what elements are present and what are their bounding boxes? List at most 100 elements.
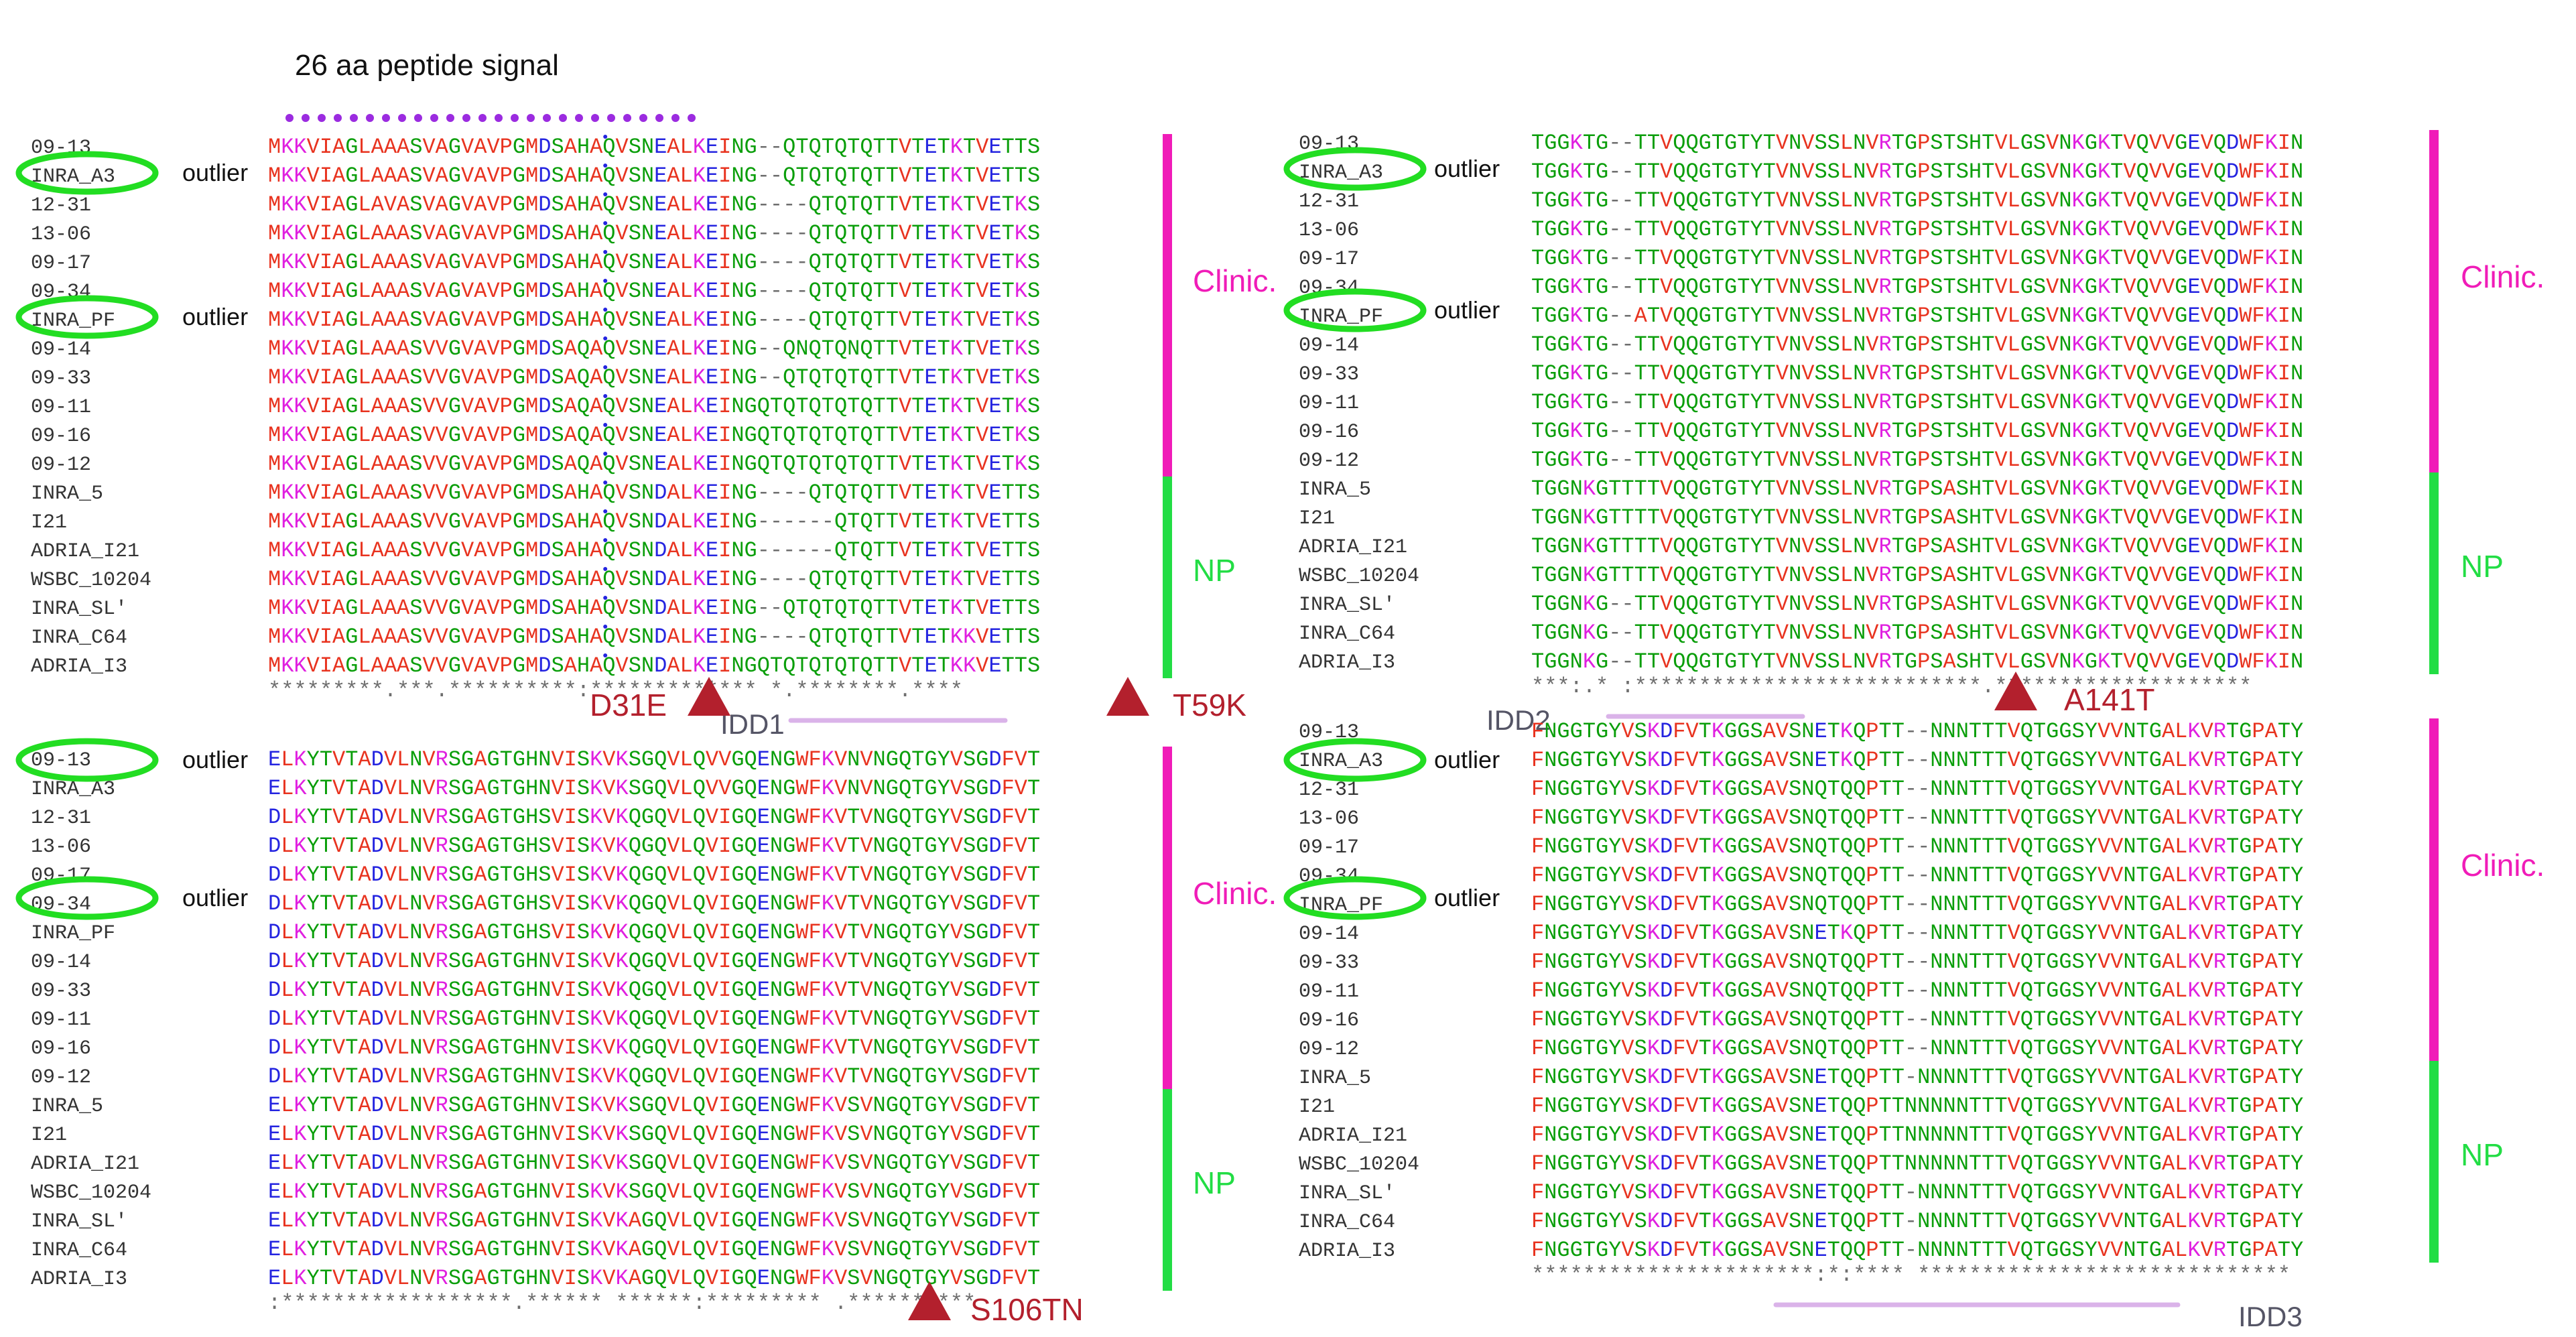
alignment-block-2: 09-13 TGGKTG--TTVQQGTGTYTVNVSSLNVRTGPSTSH… <box>1283 130 2545 736</box>
strain-label: 09-33 <box>31 367 91 390</box>
sequence-row: ELKYTVTADVLNVRSGAGTGHNVISKVKSGQVLQVVGQEN… <box>268 776 1040 801</box>
signal-dot <box>527 114 535 122</box>
mutation-label: S106TN <box>970 1292 1084 1327</box>
idd-label: IDD1 <box>720 708 785 740</box>
sequence-row: TGGNKG--TTVQQGTGTYTVNVSSLNVRTGPSASHTVLGS… <box>1531 592 2303 617</box>
sequence-row: TGGNKG--TTVQQGTGTYTVNVSSLNVRTGPSASHTVLGS… <box>1531 621 2303 645</box>
sequence-row: FNGGTGYVSKDFVTKGGSAVSNETQQPTT-NNNNTTTVQT… <box>1531 1209 2303 1234</box>
strain-label: 09-13 <box>31 749 91 772</box>
sequence-row: TGGKTG--TTVQQGTGTYTVNVSSLNVRTGPSTSHTVLGS… <box>1531 448 2303 472</box>
signal-dot <box>318 114 326 122</box>
strain-label: 09-16 <box>1299 1009 1359 1032</box>
sequence-row: TGGKTG--TTVQQGTGTYTVNVSSLNVRTGPSTSHTVLGS… <box>1531 419 2303 444</box>
signal-boundary-dot <box>603 452 608 456</box>
signal-dot <box>688 114 696 122</box>
signal-boundary-dot <box>603 423 608 427</box>
sequence-row: FNGGTGYVSKDFVTKGGSAVSNQTQQPTT--NNNTTTVQT… <box>1531 777 2303 802</box>
strain-label: 09-14 <box>31 338 91 361</box>
signal-boundary-dot <box>603 625 608 629</box>
outlier-ring <box>15 738 159 782</box>
sequence-row: TGGNKGTTTTVQQGTGTYTVNVSSLNVRTGPSASHTVLGS… <box>1531 476 2303 501</box>
signal-boundary-dot <box>603 567 608 571</box>
strain-label: I21 <box>31 1124 67 1147</box>
sequence-row: MKKVIAGLAAASVVGVAVPGMDSAHAQVSNDALKEING--… <box>268 509 1040 534</box>
sequence-row: DLKYTVTADVLNVRSGAGTGHSVISKVKQGQVLQVIGQEN… <box>268 891 1040 916</box>
strain-label: 09-16 <box>1299 421 1359 444</box>
signal-dot <box>350 114 358 122</box>
sequence-row: MKKVIAGLAAASVVGVAVPGMDSAHAQVSNDALKEING--… <box>268 538 1040 563</box>
sequence-row: FNGGTGYVSKDFVTKGGSAVSNETQQPTTNNNNNTTTVQT… <box>1531 1151 2303 1176</box>
sequence-row: ELKYTVTADVLNVRSGAGTGHNVISKVKSGQVLQVIGQEN… <box>268 1093 1040 1118</box>
strain-label: 09-12 <box>31 454 91 476</box>
sequence-row: MKKVIAGLAAASVVGVAVPGMDSAQAQVSNEALKEING--… <box>268 336 1040 361</box>
outlier-label: outlier <box>1434 746 1500 773</box>
sequence-row: TGGKTG--ATVQQGTGTYTVNVSSLNVRTGPSTSHTVLGS… <box>1531 304 2303 328</box>
sequence-row: TGGKTG--TTVQQGTGTYTVNVSSLNVRTGPSTSHTVLGS… <box>1531 361 2303 386</box>
signal-dot <box>543 114 551 122</box>
sequence-row: TGGNKG--TTVQQGTGTYTVNVSSLNVRTGPSASHTVLGS… <box>1531 649 2303 674</box>
sequence-row: MKKVIAGLAAASVAGVAVPGMDSAHAQVSNEALKEING--… <box>268 308 1040 332</box>
sequence-row: FNGGTGYVSKDFVTKGGSAVSNQTQQPTT--NNNTTTVQT… <box>1531 1007 2303 1032</box>
outlier-label: outlier <box>182 159 248 186</box>
signal-boundary-dot <box>603 279 608 283</box>
strain-label: INRA_5 <box>1299 479 1371 501</box>
signal-dot <box>575 114 583 122</box>
sequence-row: MKKVIAGLAAASVVGVAVPGMDSAQAQVSNEALKEINGQT… <box>268 394 1040 419</box>
clinic-group-label: Clinic. <box>2461 848 2545 883</box>
outlier-ring <box>15 295 159 339</box>
strain-label: ADRIA_I3 <box>31 655 127 678</box>
mutation-marker-triangle <box>688 677 730 716</box>
clinic-group-label: Clinic. <box>1193 263 1277 298</box>
consensus-line: ***:.* :***************************.****… <box>1531 674 2252 699</box>
sequence-row: DLKYTVTADVLNVRSGAGTGHSVISKVKQGQVLQVIGQEN… <box>268 920 1040 945</box>
signal-dot <box>302 114 310 122</box>
sequence-row: TGGKTG--TTVQQGTGTYTVNVSSLNVRTGPSTSHTVLGS… <box>1531 188 2303 213</box>
alignment-blocks: 09-13 MKKVIAGLAAASVAGVAVPGMDSAHAQVSNEALKE… <box>15 130 2545 1332</box>
strain-label: ADRIA_I3 <box>1299 1240 1395 1263</box>
sequence-row: TGGNKGTTTTVQQGTGTYTVNVSSLNVRTGPSASHTVLGS… <box>1531 563 2303 588</box>
outlier-label: outlier <box>1434 155 1500 182</box>
strain-label: 09-17 <box>1299 248 1359 271</box>
sequence-row: FNGGTGYVSKDFVTKGGSAVSNQTQQPTT--NNNTTTVQT… <box>1531 978 2303 1003</box>
strain-label: 09-11 <box>31 396 91 419</box>
np-group-label: NP <box>1193 1165 1236 1200</box>
signal-boundary-dot <box>603 221 608 225</box>
outlier-ring <box>1283 738 1427 782</box>
strain-label: WSBC_10204 <box>31 1182 151 1204</box>
sequence-row: ELKYTVTADVLNVRSGAGTGHNVISKVKSGQVLQVVGQEN… <box>268 747 1040 772</box>
sequence-row: FNGGTGYVSKDFVTKGGSAVSNETQQPTT-NNNNTTTVQT… <box>1531 1065 2303 1090</box>
sequence-row: FNGGTGYVSKDFVTKGGSAVSNETKQPTT--NNNTTTVQT… <box>1531 748 2303 773</box>
signal-boundary-dot <box>603 365 608 369</box>
strain-label: 09-11 <box>1299 980 1359 1003</box>
alignment-block-1: 09-13 MKKVIAGLAAASVAGVAVPGMDSAHAQVSNEALKE… <box>15 134 1277 740</box>
sequence-row: FNGGTGYVSKDFVTKGGSAVSNETQQPTTNNNNNTTTVQT… <box>1531 1094 2303 1119</box>
strain-label: INRA_SL' <box>1299 1182 1395 1205</box>
sequence-row: DLKYTVTADVLNVRSGAGTGHNVISKVKQGQVLQVIGQEN… <box>268 949 1040 974</box>
sequence-row: MKKVIAGLAAASVVGVAVPGMDSAHAQVSNDALKEING--… <box>268 481 1040 505</box>
sequence-row: MKKVIAGLAAASVVGVAVPGMDSAHAQVSNDALKEINGQT… <box>268 653 1040 678</box>
sequence-row: FNGGTGYVSKDFVTKGGSAVSNETKQPTT--NNNTTTVQT… <box>1531 719 2303 744</box>
strain-label: I21 <box>31 511 67 534</box>
sequence-row: TGGNKGTTTTVQQGTGTYTVNVSSLNVRTGPSASHTVLGS… <box>1531 534 2303 559</box>
sequence-row: MKKVIAGLAAASVVGVAVPGMDSAQAQVSNEALKEINGQT… <box>268 452 1040 476</box>
strain-label: 13-06 <box>1299 808 1359 830</box>
strain-label: I21 <box>1299 1096 1335 1119</box>
signal-boundary-dot <box>603 135 608 139</box>
strain-label: INRA_A3 <box>31 778 115 801</box>
mutation-label: A141T <box>2064 682 2155 717</box>
sequence-row: DLKYTVTADVLNVRSGAGTGHNVISKVKQGQVLQVIGQEN… <box>268 1035 1040 1060</box>
signal-dot <box>285 114 294 122</box>
mutation-label: D31E <box>590 688 667 722</box>
strain-label: INRA_C64 <box>31 627 127 649</box>
signal-dot <box>671 114 680 122</box>
sequence-row: DLKYTVTADVLNVRSGAGTGHSVISKVKQGQVLQVIGQEN… <box>268 863 1040 887</box>
signal-dot <box>382 114 390 122</box>
signal-dot <box>462 114 470 122</box>
strain-label: INRA_5 <box>1299 1067 1371 1090</box>
signal-dot <box>607 114 615 122</box>
sequence-row: FNGGTGYVSKDFVTKGGSAVSNQTQQPTT--NNNTTTVQT… <box>1531 950 2303 974</box>
signal-dot <box>334 114 342 122</box>
strain-label: 09-16 <box>31 425 91 448</box>
strain-label: 09-33 <box>1299 363 1359 386</box>
signal-boundary-dot <box>603 192 608 196</box>
